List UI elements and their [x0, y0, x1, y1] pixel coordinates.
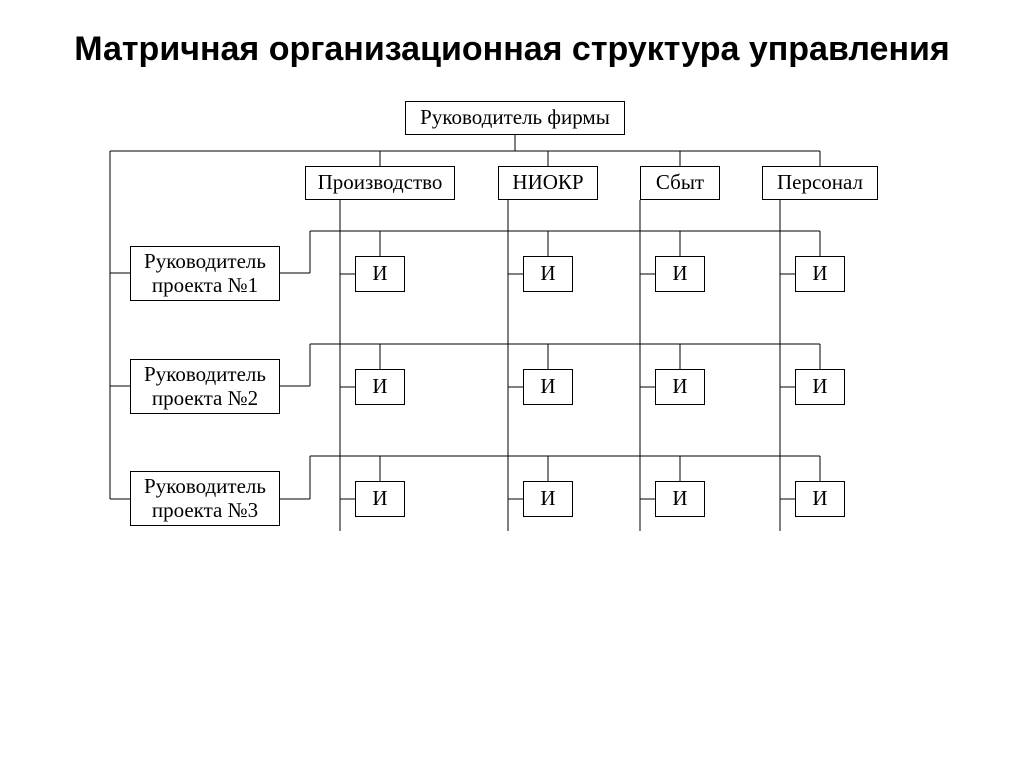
node-pm2: Руководитель проекта №2	[130, 359, 280, 414]
node-pm1: Руководитель проекта №1	[130, 246, 280, 301]
node-c11: И	[355, 256, 405, 292]
node-c31: И	[355, 481, 405, 517]
slide-title: Матричная организационная структура упра…	[0, 0, 1024, 71]
node-dep3: Сбыт	[640, 166, 720, 200]
node-c24: И	[795, 369, 845, 405]
node-c32: И	[523, 481, 573, 517]
node-root: Руководитель фирмы	[405, 101, 625, 135]
node-c14: И	[795, 256, 845, 292]
matrix-org-diagram: Руководитель фирмы Производство НИОКР Сбыт П…	[0, 71, 1024, 671]
node-c33: И	[655, 481, 705, 517]
node-c13: И	[655, 256, 705, 292]
node-c12: И	[523, 256, 573, 292]
node-c34: И	[795, 481, 845, 517]
node-dep4: Персонал	[762, 166, 878, 200]
node-c22: И	[523, 369, 573, 405]
node-dep1: Производство	[305, 166, 455, 200]
node-c21: И	[355, 369, 405, 405]
node-dep2: НИОКР	[498, 166, 598, 200]
node-pm3: Руководитель проекта №3	[130, 471, 280, 526]
node-c23: И	[655, 369, 705, 405]
